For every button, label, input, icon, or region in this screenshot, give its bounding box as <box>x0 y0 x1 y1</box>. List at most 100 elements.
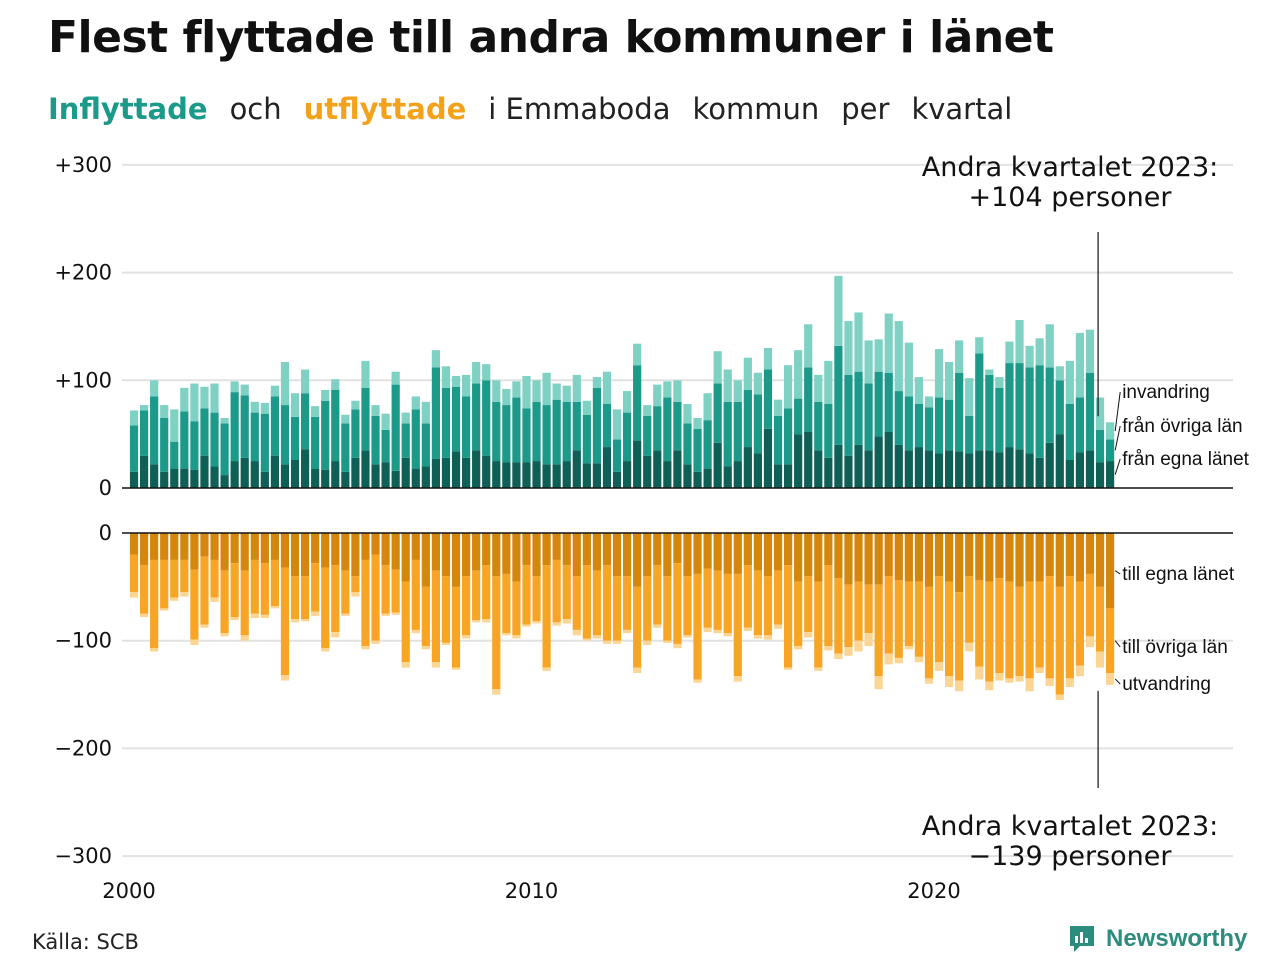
bar-in-invandring <box>472 361 481 384</box>
bar-out-utvandring <box>200 624 209 628</box>
bar-in-fran-egna-lanet <box>612 471 622 488</box>
bar-out-utvandring <box>854 640 863 652</box>
bar-out-till-egna-lanet <box>391 533 400 570</box>
bar-in-fran-ovriga-lan <box>944 399 954 451</box>
bar-out-till-egna-lanet <box>139 533 149 566</box>
bar-in-fran-egna-lanet <box>783 464 793 488</box>
bar-out-utvandring <box>703 627 712 633</box>
bar-out-till-ovriga-lan <box>1095 586 1105 652</box>
bar-in-fran-ovriga-lan <box>170 441 179 469</box>
bar-in-invandring <box>270 385 280 397</box>
bar-out-utvandring <box>834 653 843 660</box>
bar-in-fran-egna-lanet <box>1045 442 1054 488</box>
bar-out-till-ovriga-lan <box>331 565 340 633</box>
bar-in-invandring <box>713 351 722 384</box>
bar-out-till-egna-lanet <box>622 533 632 577</box>
bar-out-till-egna-lanet <box>512 533 521 582</box>
bar-in-fran-ovriga-lan <box>592 387 602 464</box>
bar-in-fran-ovriga-lan <box>1105 439 1115 462</box>
bar-out-utvandring <box>562 619 571 624</box>
bar-in-invandring <box>139 405 149 411</box>
subtitle-kommun: kommun <box>692 92 820 126</box>
y-tick-label-lower: −100 <box>54 629 112 653</box>
bar-in-invandring <box>884 313 893 373</box>
newsworthy-logo[interactable]: Newsworthy <box>1068 924 1247 954</box>
bar-in-fran-ovriga-lan <box>1035 365 1044 458</box>
bar-out-till-ovriga-lan <box>955 592 964 681</box>
bar-in-invandring <box>773 399 783 416</box>
bar-in-fran-ovriga-lan <box>1065 403 1074 460</box>
bar-out-till-ovriga-lan <box>1055 586 1064 695</box>
bar-out-till-egna-lanet <box>461 533 471 577</box>
bar-in-fran-ovriga-lan <box>492 401 501 462</box>
bar-out-till-ovriga-lan <box>753 570 763 636</box>
bar-in-fran-egna-lanet <box>240 457 249 488</box>
bar-out-till-egna-lanet <box>341 533 350 571</box>
bar-in-invandring <box>1105 422 1115 440</box>
bar-in-fran-egna-lanet <box>995 452 1004 488</box>
bar-out-till-egna-lanet <box>230 533 239 564</box>
bar-in-fran-ovriga-lan <box>934 397 944 454</box>
bar-in-fran-egna-lanet <box>190 469 199 488</box>
bar-in-fran-egna-lanet <box>924 450 934 488</box>
bar-out-utvandring <box>391 612 400 615</box>
bar-out-utvandring <box>904 646 913 650</box>
bar-out-utvandring <box>492 689 501 695</box>
bar-out-utvandring <box>713 629 722 634</box>
bar-in-fran-ovriga-lan <box>1075 397 1085 453</box>
bar-in-fran-ovriga-lan <box>240 395 249 458</box>
bar-in-fran-egna-lanet <box>934 453 944 488</box>
bar-in-invandring <box>532 380 541 402</box>
bar-out-utvandring <box>502 633 511 636</box>
bar-out-utvandring <box>351 592 360 597</box>
bar-out-till-ovriga-lan <box>643 576 652 641</box>
bar-out-utvandring <box>240 635 249 641</box>
bar-in-invandring <box>351 400 360 410</box>
bar-in-fran-ovriga-lan <box>713 383 722 443</box>
bar-out-till-ovriga-lan <box>965 576 974 643</box>
bar-out-till-ovriga-lan <box>260 563 269 615</box>
bar-out-utvandring <box>1085 636 1095 648</box>
bar-in-fran-egna-lanet <box>653 450 662 488</box>
bar-in-fran-egna-lanet <box>1075 452 1085 488</box>
bar-out-till-ovriga-lan <box>431 570 441 663</box>
bar-out-till-egna-lanet <box>180 533 189 560</box>
bar-out-till-egna-lanet <box>200 533 209 557</box>
bar-out-till-ovriga-lan <box>361 559 370 647</box>
bar-in-fran-ovriga-lan <box>210 412 219 467</box>
bar-out-till-ovriga-lan <box>451 586 461 668</box>
bar-in-invandring <box>482 364 491 381</box>
bar-out-till-egna-lanet <box>361 533 370 560</box>
bar-in-fran-ovriga-lan <box>723 401 732 467</box>
bar-in-fran-egna-lanet <box>663 461 672 488</box>
bar-in-invandring <box>250 401 259 413</box>
bar-out-till-ovriga-lan <box>230 563 239 618</box>
bar-in-fran-egna-lanet <box>160 471 169 488</box>
bar-out-till-ovriga-lan <box>633 586 642 668</box>
bar-in-invandring <box>542 372 551 406</box>
bar-out-till-egna-lanet <box>401 533 410 582</box>
bar-out-utvandring <box>542 667 551 671</box>
x-tick-label: 2010 <box>505 879 558 903</box>
segment-leader-lower <box>1114 570 1121 575</box>
bar-out-utvandring <box>924 678 934 684</box>
bar-out-utvandring <box>381 613 390 616</box>
bar-in-invandring <box>200 386 209 409</box>
bar-in-fran-egna-lanet <box>1085 450 1095 488</box>
bar-out-till-ovriga-lan <box>1015 586 1024 677</box>
bar-out-till-egna-lanet <box>351 533 360 577</box>
bar-out-till-egna-lanet <box>290 533 300 577</box>
bar-in-fran-egna-lanet <box>290 459 300 488</box>
bar-out-till-egna-lanet <box>693 533 702 574</box>
bar-out-till-ovriga-lan <box>150 559 159 649</box>
subtitle-inflyttade: Inflyttade <box>48 92 208 126</box>
bar-out-utvandring <box>1065 678 1074 688</box>
bar-in-fran-ovriga-lan <box>743 389 752 448</box>
bar-in-fran-ovriga-lan <box>582 414 591 464</box>
bar-in-invandring <box>663 381 672 398</box>
bar-out-till-egna-lanet <box>995 533 1004 579</box>
bar-in-invandring <box>753 372 763 395</box>
bar-out-till-egna-lanet <box>763 533 773 577</box>
bar-in-fran-ovriga-lan <box>572 401 581 451</box>
